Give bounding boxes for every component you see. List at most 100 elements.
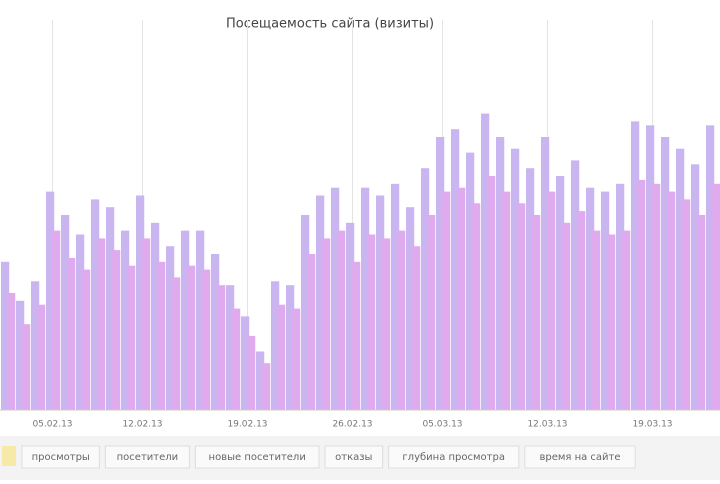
bar [286, 285, 295, 410]
bar [1, 261, 10, 410]
bar [31, 281, 40, 410]
bar [271, 281, 280, 410]
bar [16, 300, 25, 410]
bar [547, 191, 556, 410]
bar [37, 304, 46, 410]
bar [106, 207, 115, 410]
bar [61, 215, 70, 410]
bar [586, 187, 595, 410]
bar [97, 238, 106, 410]
bar [406, 207, 415, 410]
x-tick-label: 26.02.13 [332, 420, 372, 430]
bar [436, 137, 445, 410]
bar [466, 152, 475, 410]
bar [346, 222, 355, 410]
tab[interactable] [524, 445, 636, 469]
bar [226, 285, 235, 410]
bar [541, 137, 550, 410]
bar [661, 137, 670, 410]
bar [22, 324, 31, 410]
bar [91, 199, 100, 410]
x-tick-label: 12.02.13 [122, 420, 162, 430]
bar [487, 176, 496, 410]
bar [277, 304, 286, 410]
bar [196, 230, 205, 410]
bar [217, 285, 226, 410]
bar [667, 191, 676, 410]
bar [121, 230, 130, 410]
tab[interactable] [194, 445, 320, 469]
bar [46, 191, 55, 410]
x-tick-label: 05.02.13 [32, 420, 72, 430]
bar [172, 277, 181, 410]
bar [331, 187, 340, 410]
x-tick-label: 12.03.13 [527, 420, 567, 430]
bar [451, 129, 460, 410]
bar [442, 191, 451, 410]
bar [496, 137, 505, 410]
bar [382, 238, 391, 410]
bar [322, 238, 331, 410]
bar [337, 230, 346, 410]
tab[interactable] [324, 445, 384, 469]
bar [67, 257, 76, 410]
bar [397, 230, 406, 410]
bar [157, 261, 166, 410]
bar [316, 195, 325, 410]
bar [616, 183, 625, 410]
bar [622, 230, 631, 410]
tab-label: глубина просмотра [402, 452, 505, 463]
chart-title: Посещаемость сайта (визиты) [226, 17, 434, 32]
tab-label: просмотры [32, 452, 90, 463]
bar [367, 234, 376, 410]
tab-label: отказы [335, 452, 372, 463]
tab-label: новые посетители [209, 452, 306, 463]
bar [262, 363, 271, 410]
tab-label: время на сайте [539, 452, 620, 463]
tab[interactable] [388, 445, 520, 469]
bar [52, 230, 61, 410]
bar [292, 308, 301, 410]
bar [502, 191, 511, 410]
bar [652, 183, 661, 410]
bar [607, 234, 616, 410]
bar [391, 183, 400, 410]
bar [142, 238, 151, 410]
bar [376, 195, 385, 410]
bar [601, 191, 610, 410]
bar [697, 215, 706, 410]
bar [472, 203, 481, 410]
bar [412, 246, 421, 410]
bar [556, 176, 565, 410]
bar [571, 160, 580, 410]
bar [151, 222, 160, 410]
bar [256, 351, 265, 410]
x-tick-label: 05.03.13 [422, 420, 462, 430]
bar [517, 203, 526, 410]
bar [241, 316, 250, 410]
bar [82, 269, 91, 410]
bar [562, 222, 571, 410]
bar [706, 125, 715, 411]
bar [181, 230, 190, 410]
bar [631, 121, 640, 411]
tab-label: посетители [117, 452, 179, 463]
bar [166, 246, 175, 410]
bar [481, 113, 490, 410]
bar [691, 164, 700, 410]
bar [112, 250, 121, 410]
bar [427, 215, 436, 410]
tab-marker [2, 446, 16, 466]
bar [592, 230, 601, 410]
bar [352, 261, 361, 410]
tab[interactable] [21, 445, 100, 469]
bar [532, 215, 541, 410]
bar [232, 308, 241, 410]
tab[interactable] [104, 445, 190, 469]
bar [202, 269, 211, 410]
bar [421, 168, 430, 410]
bar [187, 265, 196, 410]
bar [211, 254, 220, 410]
